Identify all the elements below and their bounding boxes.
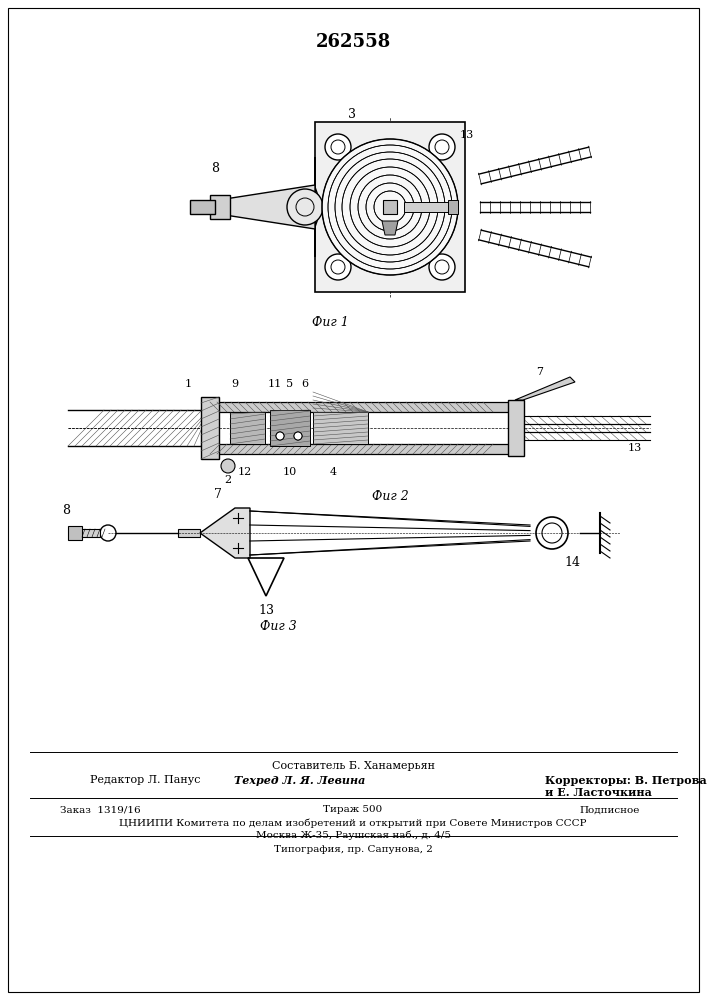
Text: Тираж 500: Тираж 500: [323, 806, 382, 814]
Circle shape: [287, 189, 323, 225]
Text: 3: 3: [348, 108, 356, 121]
Text: 8: 8: [211, 162, 219, 176]
Polygon shape: [515, 377, 575, 400]
Text: Корректоры: В. Петрова: Корректоры: В. Петрова: [545, 774, 707, 786]
Circle shape: [294, 432, 302, 440]
Text: Фиг 3: Фиг 3: [259, 619, 296, 633]
Bar: [210, 444, 520, 454]
Text: 8: 8: [62, 504, 70, 518]
Circle shape: [294, 432, 302, 440]
Bar: [383, 200, 397, 214]
Text: 14: 14: [564, 556, 580, 570]
Text: 1: 1: [185, 379, 192, 389]
Bar: [230, 412, 265, 444]
Circle shape: [276, 432, 284, 440]
Text: 262558: 262558: [315, 33, 391, 51]
Polygon shape: [225, 185, 315, 229]
Bar: [190, 200, 215, 214]
Polygon shape: [80, 529, 100, 537]
Polygon shape: [178, 529, 200, 537]
Bar: [68, 526, 82, 540]
Text: 7: 7: [537, 367, 544, 377]
Text: Москва Ж-35, Раушская наб., д. 4/5: Москва Ж-35, Раушская наб., д. 4/5: [255, 830, 450, 840]
Circle shape: [221, 459, 235, 473]
Circle shape: [325, 134, 351, 160]
Text: 11: 11: [268, 379, 282, 389]
Bar: [270, 410, 310, 446]
Polygon shape: [404, 202, 450, 212]
Text: 13: 13: [628, 443, 642, 453]
Text: 4: 4: [428, 155, 436, 168]
Polygon shape: [315, 157, 322, 257]
Bar: [210, 402, 520, 412]
Text: Редактор Л. Панус: Редактор Л. Панус: [90, 775, 201, 785]
Text: 5: 5: [286, 379, 293, 389]
Bar: [448, 200, 458, 214]
Bar: [508, 400, 524, 456]
Text: 12: 12: [238, 467, 252, 477]
Text: Типография, пр. Сапунова, 2: Типография, пр. Сапунова, 2: [274, 844, 433, 854]
Circle shape: [322, 139, 458, 275]
Text: 13: 13: [460, 130, 474, 140]
Text: 6: 6: [301, 379, 308, 389]
Text: 4: 4: [329, 467, 337, 477]
Bar: [313, 412, 368, 444]
Bar: [315, 122, 465, 292]
Text: Составитель Б. Ханамерьян: Составитель Б. Ханамерьян: [271, 761, 435, 771]
Text: ЦНИИПИ Комитета по делам изобретений и открытий при Совете Министров СССР: ЦНИИПИ Комитета по делам изобретений и о…: [119, 818, 587, 828]
Bar: [201, 397, 219, 459]
Polygon shape: [382, 221, 398, 235]
Text: 2: 2: [224, 475, 232, 485]
Text: Техред Л. Я. Левина: Техред Л. Я. Левина: [234, 774, 366, 786]
Bar: [210, 195, 230, 219]
Text: Подписное: Подписное: [580, 806, 640, 814]
Text: 13: 13: [258, 603, 274, 616]
Text: 7: 7: [214, 488, 222, 502]
Circle shape: [429, 254, 455, 280]
Polygon shape: [200, 508, 250, 558]
Text: Фиг 1: Фиг 1: [312, 316, 349, 328]
Text: 10: 10: [283, 467, 297, 477]
Text: 9: 9: [231, 379, 238, 389]
Text: Фиг 2: Фиг 2: [372, 489, 409, 502]
Circle shape: [429, 134, 455, 160]
Text: Заказ  1319/16: Заказ 1319/16: [60, 806, 141, 814]
Text: и Е. Ласточкина: и Е. Ласточкина: [545, 788, 652, 798]
Circle shape: [276, 432, 284, 440]
Circle shape: [325, 254, 351, 280]
